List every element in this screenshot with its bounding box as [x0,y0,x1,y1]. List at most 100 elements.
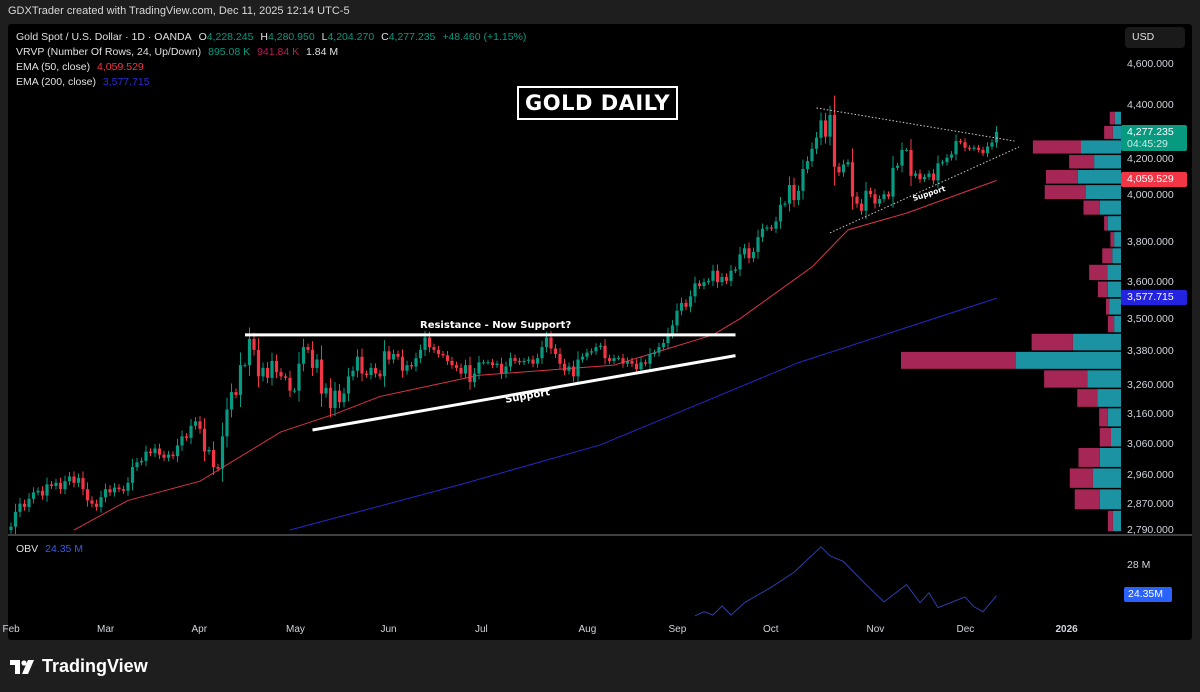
vrvp-down-bar [1046,169,1078,184]
candle-body [76,478,81,483]
candle-body [445,355,450,361]
candle-body [396,353,400,357]
candle-body [427,337,432,348]
candle-body [661,342,666,348]
vrvp-up-bar [1114,232,1121,247]
candle-body [585,352,589,357]
candle-body [688,296,693,307]
candle-body [477,362,481,374]
candle-body [94,503,99,507]
candle-body [126,482,130,491]
obv-value: 24.35 M [45,543,84,555]
vrvp-up-bar [1107,281,1121,298]
candle-body [562,363,567,371]
ema50-price-tag: 4,059.529 [1121,172,1187,187]
candle-body [715,270,720,283]
high-value: 4,280.950 [267,31,315,43]
candle-body [355,356,360,371]
candle-body [364,373,369,375]
open-label: O [198,31,207,43]
symbol-name[interactable]: Gold Spot / U.S. Dollar · 1D · OANDA [16,31,192,43]
price-chart[interactable] [8,24,1192,640]
support-line [312,354,736,432]
candle-body [508,358,513,367]
candle-body [904,149,909,151]
candle-body [297,363,301,391]
triangle-lower-line [829,146,1020,234]
candle-body [387,351,391,360]
candle-body [576,359,580,377]
price-axis-tick: 2,870.000 [1127,497,1174,510]
candle-body [972,147,976,149]
chart-credit: GDXTrader created with TradingView.com, … [8,5,350,17]
tradingview-logo[interactable]: TradingView [10,656,148,677]
candle-body [18,503,22,512]
candle-body [670,325,675,334]
triangle-upper-line [816,107,1015,142]
vrvp-label[interactable]: VRVP (Number Of Rows, 24, Up/Down) [16,46,202,58]
candle-body [324,387,328,394]
candle-body [346,376,351,394]
obv-label[interactable]: OBV [16,543,39,555]
candle-body [823,120,828,137]
candle-body [382,351,387,377]
ema50-label[interactable]: EMA (50, close) [16,61,91,73]
candle-body [162,454,166,458]
candle-body [634,363,639,370]
candle-body [279,372,283,377]
candle-body [895,165,900,168]
currency-button[interactable]: USD [1125,27,1185,48]
price-axis-tick: 3,600.000 [1127,276,1174,288]
candle-body [522,360,526,363]
vrvp-down-volume: 941.84 K [257,46,300,58]
candle-body [67,476,72,482]
candle-body [517,360,522,363]
vrvp-down-bar [1077,389,1098,407]
price-axis-tick: 4,400.000 [1127,99,1174,112]
price-axis-tick: 2,790.000 [1127,524,1174,536]
vrvp-down-bar [1107,316,1115,333]
price-axis-tick: 4,000.000 [1127,189,1174,201]
candle-body [675,310,679,326]
candle-body [90,500,94,504]
candle-body [765,227,769,229]
candle-body [139,460,144,463]
vrvp-down-bar [1099,427,1111,447]
candle-body [846,162,850,165]
candle-body [256,349,261,377]
candle-body [877,198,882,204]
candle-body [810,148,814,162]
candle-body [468,365,472,383]
candle-body [36,490,40,493]
candle-body [814,137,819,149]
candle-body [909,149,913,176]
vrvp-down-bar [1083,200,1100,215]
low-value: 4,204.270 [327,31,375,43]
candle-body [490,362,495,366]
time-axis-tick: Oct [763,624,779,635]
candle-body [571,366,576,377]
vrvp-up-bar [1077,169,1121,184]
price-axis-tick: 3,800.000 [1127,236,1174,249]
candle-body [526,359,531,361]
candle-body [288,377,292,391]
candle-body [81,478,85,490]
candle-body [544,337,549,348]
candle-body [49,484,54,486]
candle-body [261,367,265,377]
candle-body [657,347,661,353]
candle-body [292,390,297,392]
candle-body [666,333,670,343]
last-price-tag: 4,277.235 04:45:29 [1121,125,1187,151]
candle-body [369,367,373,375]
vrvp-down-bar [1110,232,1115,247]
vrvp-down-bar [1104,125,1113,139]
candle-body [283,376,288,378]
chart-panel[interactable] [8,24,1192,640]
candle-body [733,269,738,271]
ema200-label[interactable]: EMA (200, close) [16,76,96,88]
candle-body [693,283,697,297]
candle-body [760,228,765,238]
candle-body [463,365,468,374]
vrvp-down-bar [1102,248,1113,264]
